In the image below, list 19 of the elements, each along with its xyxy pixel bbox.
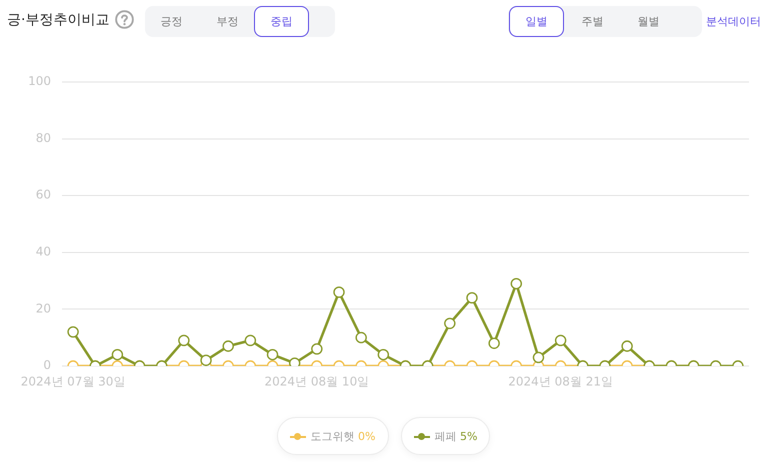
text: 분석데이터 bbox=[706, 14, 761, 29]
legend-label: 도그위햇 0% bbox=[310, 428, 376, 444]
y-tick-label: 20 bbox=[36, 301, 51, 316]
x-tick-label: 2024년 08월 10일 bbox=[264, 374, 370, 388]
tab-button[interactable]: 월별 bbox=[621, 6, 676, 37]
tab-button[interactable]: 일별 bbox=[509, 6, 564, 37]
y-tick-label: 0 bbox=[43, 358, 51, 372]
x-tick-label: 2024년 07월 30일 bbox=[20, 374, 126, 388]
y-tick-label: 100 bbox=[28, 74, 51, 88]
y-tick-label: 80 bbox=[36, 130, 51, 145]
tab-button[interactable]: 긍정 bbox=[144, 6, 199, 37]
chart-title: 긍·부정추이비교 bbox=[7, 10, 110, 28]
legend-label: 페페 5% bbox=[434, 428, 478, 444]
tab-button[interactable]: 부정 bbox=[200, 6, 255, 37]
x-tick-label: 2024년 08월 21일 bbox=[508, 374, 613, 388]
y-tick-label: 60 bbox=[36, 188, 51, 202]
tab-button[interactable]: 주별 bbox=[565, 6, 620, 37]
tab-button[interactable]: 중립 bbox=[254, 6, 309, 37]
y-tick-label: 40 bbox=[36, 244, 51, 259]
